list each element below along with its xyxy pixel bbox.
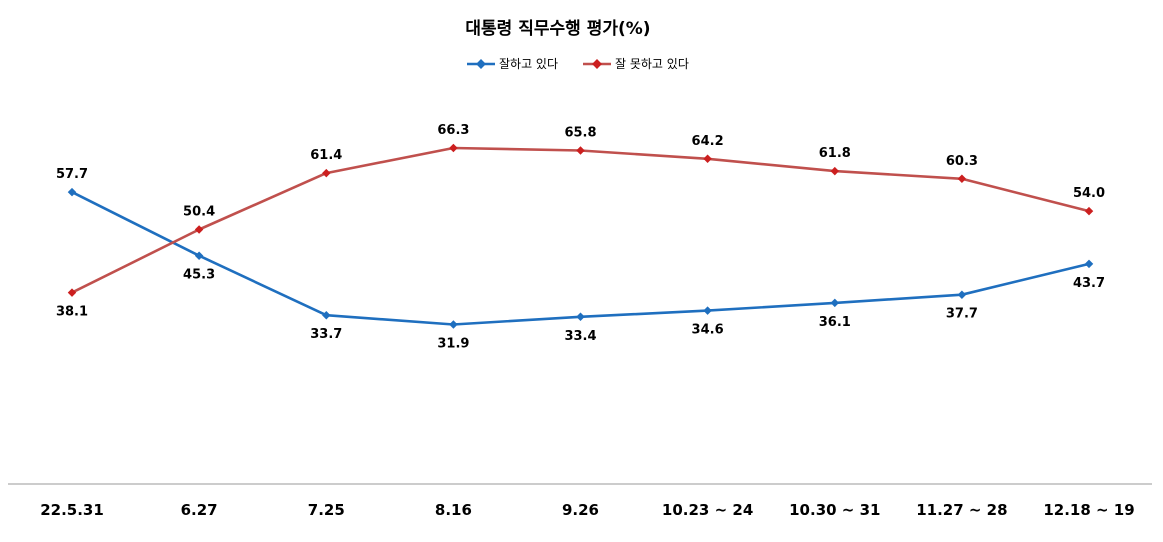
x-tick-label: 22.5.31 bbox=[40, 501, 104, 519]
legend-label-bad: 잘 못하고 있다 bbox=[615, 57, 689, 71]
x-tick-label: 9.26 bbox=[562, 501, 599, 519]
data-point-good bbox=[830, 298, 840, 308]
data-point-bad bbox=[67, 288, 77, 297]
data-label-good: 31.9 bbox=[437, 337, 469, 352]
data-label-good: 33.7 bbox=[310, 327, 342, 342]
data-label-bad: 65.8 bbox=[564, 126, 596, 141]
data-point-good bbox=[703, 306, 712, 315]
data-point-good bbox=[1084, 259, 1094, 269]
x-tick-label: 10.23 ~ 24 bbox=[662, 501, 753, 519]
data-point-bad bbox=[194, 225, 204, 234]
x-tick-label: 7.25 bbox=[308, 501, 345, 519]
data-point-bad bbox=[322, 168, 331, 178]
data-label-bad: 38.1 bbox=[56, 305, 88, 320]
data-label-good: 45.3 bbox=[183, 268, 215, 283]
series-layer bbox=[67, 143, 1094, 329]
data-point-good bbox=[957, 290, 967, 299]
data-label-good: 33.4 bbox=[564, 329, 596, 344]
x-tick-label: 10.30 ~ 31 bbox=[789, 501, 880, 519]
chart-title: 대통령 직무수행 평가(%) bbox=[465, 18, 650, 39]
x-tick-label: 11.27 ~ 28 bbox=[916, 501, 1007, 519]
data-point-good bbox=[322, 310, 331, 320]
data-label-good: 57.7 bbox=[56, 167, 88, 182]
x-tick-layer: 22.5.31 6.27 7.25 8.16 9.26 10.23 ~ 24 10.30 ~… bbox=[40, 501, 1134, 519]
data-label-bad: 54.0 bbox=[1073, 186, 1105, 201]
legend-label-good: 잘하고 있다 bbox=[499, 57, 558, 71]
data-label-good: 36.1 bbox=[819, 315, 851, 330]
x-tick-label: 6.27 bbox=[181, 501, 218, 519]
data-point-bad bbox=[576, 146, 585, 155]
legend-marker-bad bbox=[592, 59, 602, 69]
legend-item-bad: 잘 못하고 있다 bbox=[583, 57, 689, 71]
data-label-bad: 64.2 bbox=[692, 134, 724, 149]
data-point-good bbox=[449, 320, 458, 329]
data-point-bad bbox=[703, 154, 712, 164]
legend: 잘하고 있다 잘 못하고 있다 bbox=[467, 57, 689, 71]
data-label-bad: 61.4 bbox=[310, 148, 342, 163]
data-point-good bbox=[67, 187, 77, 197]
data-label-bad: 60.3 bbox=[946, 154, 978, 169]
x-tick-label: 8.16 bbox=[435, 501, 472, 519]
data-label-bad: 61.8 bbox=[819, 146, 851, 161]
data-point-bad bbox=[957, 174, 967, 184]
data-label-bad: 66.3 bbox=[437, 123, 469, 138]
data-point-bad bbox=[449, 143, 458, 153]
data-label-layer: 57.7 45.3 33.7 31.9 33.4 34.6 36.1 37.7 43.7 38.1… bbox=[56, 123, 1105, 352]
data-label-good: 34.6 bbox=[692, 323, 724, 338]
data-point-bad bbox=[1084, 206, 1094, 216]
data-point-good bbox=[194, 251, 204, 260]
data-label-good: 43.7 bbox=[1073, 276, 1105, 291]
series-line-bad bbox=[71, 146, 1090, 294]
data-label-bad: 50.4 bbox=[183, 205, 215, 220]
x-tick-label: 12.18 ~ 19 bbox=[1043, 501, 1134, 519]
legend-marker-good bbox=[476, 59, 486, 69]
legend-item-good: 잘하고 있다 bbox=[467, 57, 558, 71]
data-point-bad bbox=[830, 166, 840, 176]
data-label-good: 37.7 bbox=[946, 307, 978, 322]
series-line-good bbox=[71, 190, 1090, 326]
data-point-good bbox=[576, 312, 585, 322]
